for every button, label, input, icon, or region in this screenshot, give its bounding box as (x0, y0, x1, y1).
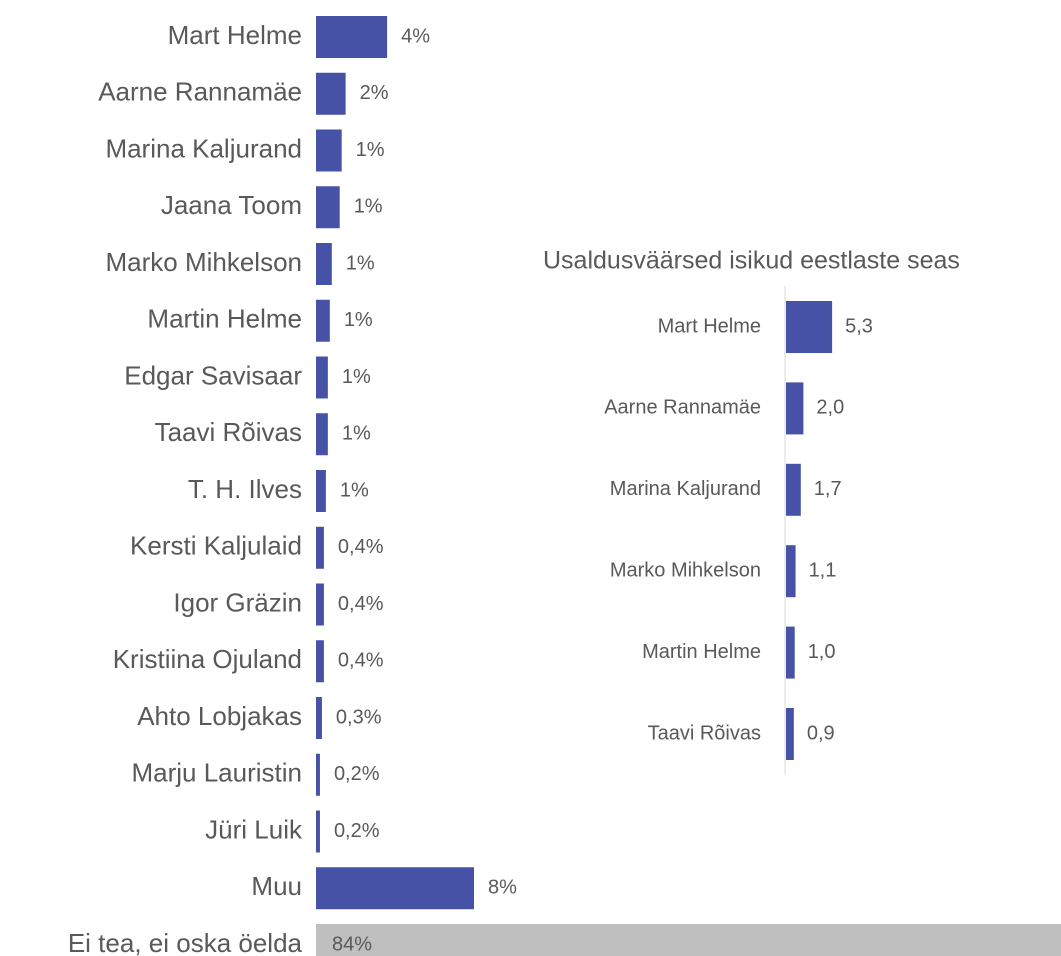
category-label: Taavi Rõivas (155, 417, 302, 447)
bar (316, 640, 324, 683)
bar (316, 526, 324, 569)
bar (786, 626, 795, 679)
category-label: Muu (251, 871, 302, 901)
value-label: 0,4% (338, 650, 384, 672)
value-label: 1% (346, 252, 375, 274)
bar (786, 545, 796, 598)
category-label: Kersti Kaljulaid (130, 531, 302, 561)
value-label: 4% (401, 25, 430, 47)
bar (316, 243, 332, 285)
value-label: 0,2% (334, 820, 380, 842)
category-label: Kristiina Ojuland (113, 644, 302, 674)
category-label: Mart Helme (168, 20, 302, 50)
bar (316, 867, 474, 910)
value-label: 84% (332, 933, 372, 955)
value-label: 1,0 (808, 641, 836, 663)
value-label: 5,3 (845, 315, 873, 337)
value-label: 1,1 (809, 559, 837, 581)
category-label: Marko Mihkelson (105, 247, 302, 277)
category-label: Jüri Luik (205, 814, 303, 844)
value-label: 1% (344, 309, 373, 331)
value-label: 1% (342, 423, 371, 445)
category-label: Mart Helme (658, 315, 761, 337)
value-label: 1% (342, 366, 371, 388)
category-label: T. H. Ilves (188, 474, 302, 504)
value-label: 2% (360, 82, 389, 104)
bar (316, 72, 346, 115)
category-label: Jaana Toom (161, 190, 302, 220)
bar (316, 129, 342, 172)
category-label: Taavi Rõivas (648, 722, 761, 744)
bar (316, 924, 1061, 956)
value-label: 0,4% (338, 593, 384, 615)
bar (316, 186, 340, 229)
value-label: 1% (340, 479, 369, 501)
value-label: 1% (356, 139, 385, 161)
bar (316, 16, 388, 58)
category-label: Martin Helme (642, 641, 761, 663)
category-label: Marina Kaljurand (610, 478, 761, 500)
bar (786, 463, 801, 516)
category-label: Aarne Rannamäe (604, 397, 761, 419)
value-label: 8% (488, 877, 517, 899)
value-label: 1% (354, 196, 383, 218)
bar (316, 697, 322, 739)
bar (316, 753, 320, 796)
category-label: Marko Mihkelson (610, 559, 761, 581)
bar (316, 583, 324, 626)
value-label: 0,2% (334, 763, 380, 785)
bar (316, 413, 328, 456)
chart-title: Usaldusväärsed isikud eestlaste seas (543, 247, 960, 275)
category-label: Igor Gräzin (173, 587, 302, 617)
bar (316, 470, 326, 512)
bar (786, 301, 833, 353)
category-label: Aarne Rannamäe (98, 77, 302, 107)
bar (316, 299, 330, 342)
category-label: Marina Kaljurand (105, 133, 302, 163)
category-label: Ei tea, ei oska öelda (68, 928, 303, 956)
value-label: 0,9 (807, 722, 835, 744)
category-label: Martin Helme (147, 304, 302, 334)
category-label: Marju Lauristin (131, 758, 302, 788)
bar (316, 810, 320, 853)
bar (786, 382, 804, 435)
bar (786, 708, 794, 760)
category-label: Ahto Lobjakas (137, 701, 302, 731)
value-label: 0,3% (336, 706, 382, 728)
value-label: 2,0 (816, 397, 844, 419)
value-label: 1,7 (814, 478, 842, 500)
bar (316, 356, 328, 399)
category-label: Edgar Savisaar (124, 360, 302, 390)
value-label: 0,4% (338, 536, 384, 558)
